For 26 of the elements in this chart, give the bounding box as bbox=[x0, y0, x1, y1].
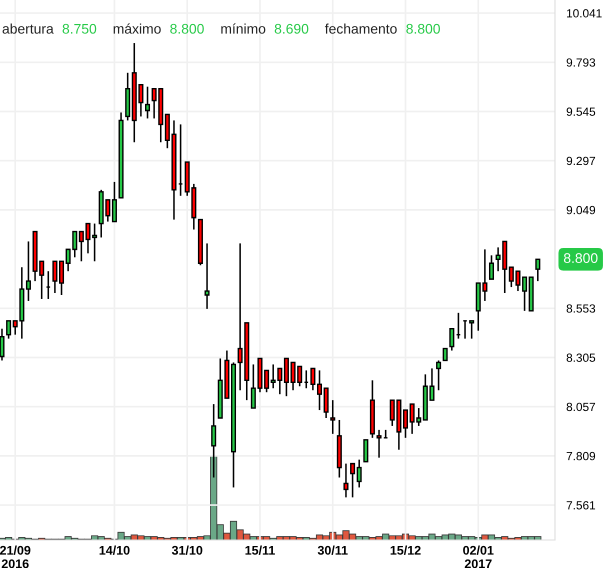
annotation: 8.800 bbox=[170, 24, 204, 34]
y-tick-label: 9.297 bbox=[566, 156, 596, 166]
x-tick-label: 31/10 bbox=[172, 546, 202, 555]
x-tick-label: 15/12 bbox=[390, 546, 421, 555]
text: 8.800 bbox=[564, 253, 598, 264]
annotation: mínimo bbox=[221, 23, 266, 34]
annotation: 8.690 bbox=[274, 24, 308, 34]
y-tick-label: 8.553 bbox=[566, 304, 596, 313]
x-tick-label: 14/10 bbox=[100, 546, 130, 555]
y-tick-label: 10.041 bbox=[567, 9, 602, 18]
y-tick-label: 9.049 bbox=[566, 206, 596, 214]
y-tick-label: 7.809 bbox=[566, 452, 596, 460]
x-tick-label: 15/11 bbox=[245, 546, 275, 555]
x-tick-label: 02/01 2017 bbox=[463, 546, 494, 568]
annotation: abertura bbox=[2, 24, 54, 34]
x-tick-label: 21/09 2016 bbox=[0, 546, 30, 568]
annotation: 8.800 bbox=[406, 24, 440, 34]
annotation: máximo bbox=[114, 23, 161, 34]
y-tick-label: 8.057 bbox=[566, 402, 596, 412]
y-tick-label: 8.305 bbox=[566, 354, 596, 362]
y-tick-label: 9.545 bbox=[566, 108, 596, 116]
y-tick-label: 9.793 bbox=[566, 58, 596, 67]
annotation: fechamento bbox=[324, 24, 397, 34]
x-tick-label: 30/11 bbox=[318, 546, 348, 555]
annotation: 8.750 bbox=[62, 24, 96, 34]
y-tick-label: 7.561 bbox=[566, 501, 596, 510]
